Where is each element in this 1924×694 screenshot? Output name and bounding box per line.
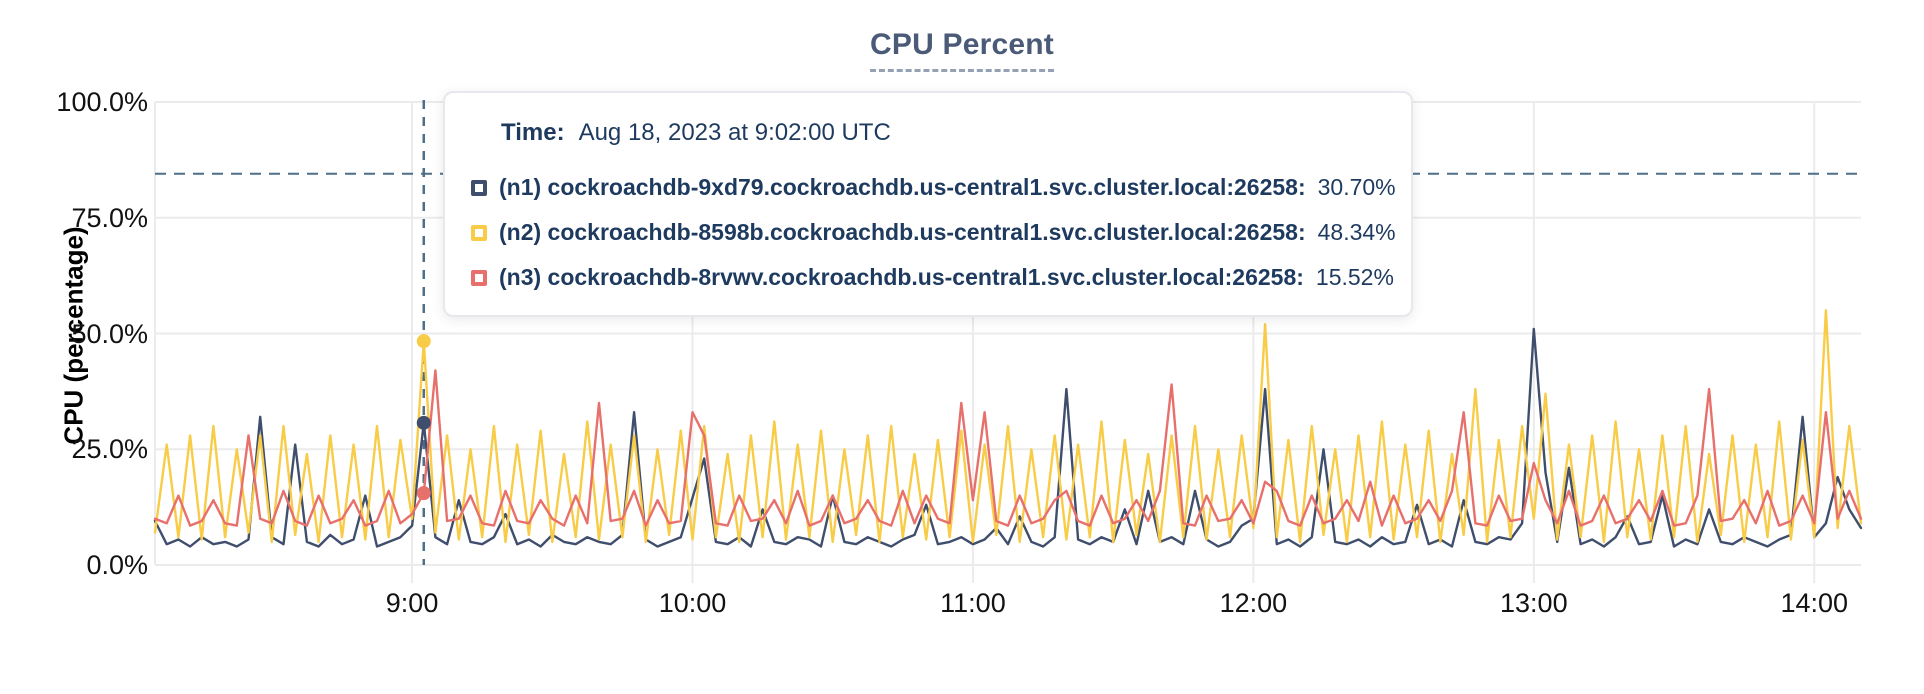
x-tick-label: 13:00: [1500, 588, 1568, 618]
tooltip-time-label: Time:: [501, 119, 565, 146]
x-tick-label: 12:00: [1219, 588, 1288, 618]
series-swatch-n1-icon: [471, 179, 487, 196]
x-tick-label: 11:00: [940, 588, 1006, 618]
series-line-n2: [153, 309, 1863, 544]
series-line-n1: [153, 327, 1863, 548]
tooltip-series-label: (n3) cockroachdb-8rvwv.cockroachdb.us-ce…: [499, 264, 1304, 290]
tooltip-series-row: (n2) cockroachdb-8598b.cockroachdb.us-ce…: [471, 210, 1396, 255]
tooltip-series-label: (n2) cockroachdb-8598b.cockroachdb.us-ce…: [499, 219, 1306, 245]
hover-point-n1: [416, 415, 431, 430]
tooltip-series-value: 30.70%: [1317, 174, 1396, 200]
tooltip-series-row: (n3) cockroachdb-8rvwv.cockroachdb.us-ce…: [471, 255, 1394, 300]
y-tick-label: 75.0%: [71, 202, 148, 233]
hover-point-n2: [416, 334, 431, 349]
y-tick-label: 50.0%: [71, 318, 148, 349]
y-tick-label: 100.0%: [56, 87, 148, 117]
tooltip-series-label: (n1) cockroachdb-9xd79.cockroachdb.us-ce…: [499, 174, 1306, 200]
x-tick-label: 14:00: [1780, 588, 1849, 618]
series-swatch-n2-icon: [471, 224, 487, 241]
series-line-n3: [153, 369, 1863, 527]
x-tick-label: 10:00: [658, 588, 727, 618]
tooltip-series-value: 15.52%: [1315, 264, 1394, 290]
tooltip-time-value: Aug 18, 2023 at 9:02:00 UTC: [578, 119, 891, 146]
hover-tooltip: Time: Aug 18, 2023 at 9:02:00 UTC (n1) co…: [443, 91, 1413, 317]
tooltip-series-value: 48.34%: [1317, 219, 1396, 245]
series-swatch-n3-icon: [471, 269, 487, 286]
chart-title[interactable]: CPU Percent: [870, 28, 1054, 72]
hover-point-n3: [416, 486, 431, 501]
y-tick-label: 25.0%: [71, 434, 148, 465]
y-tick-label: 0.0%: [86, 550, 148, 580]
x-tick-label: 9:00: [385, 588, 439, 618]
tooltip-series-row: (n1) cockroachdb-9xd79.cockroachdb.us-ce…: [471, 165, 1396, 210]
tooltip-time-row: Time: Aug 18, 2023 at 9:02:00 UTC: [501, 119, 1385, 147]
